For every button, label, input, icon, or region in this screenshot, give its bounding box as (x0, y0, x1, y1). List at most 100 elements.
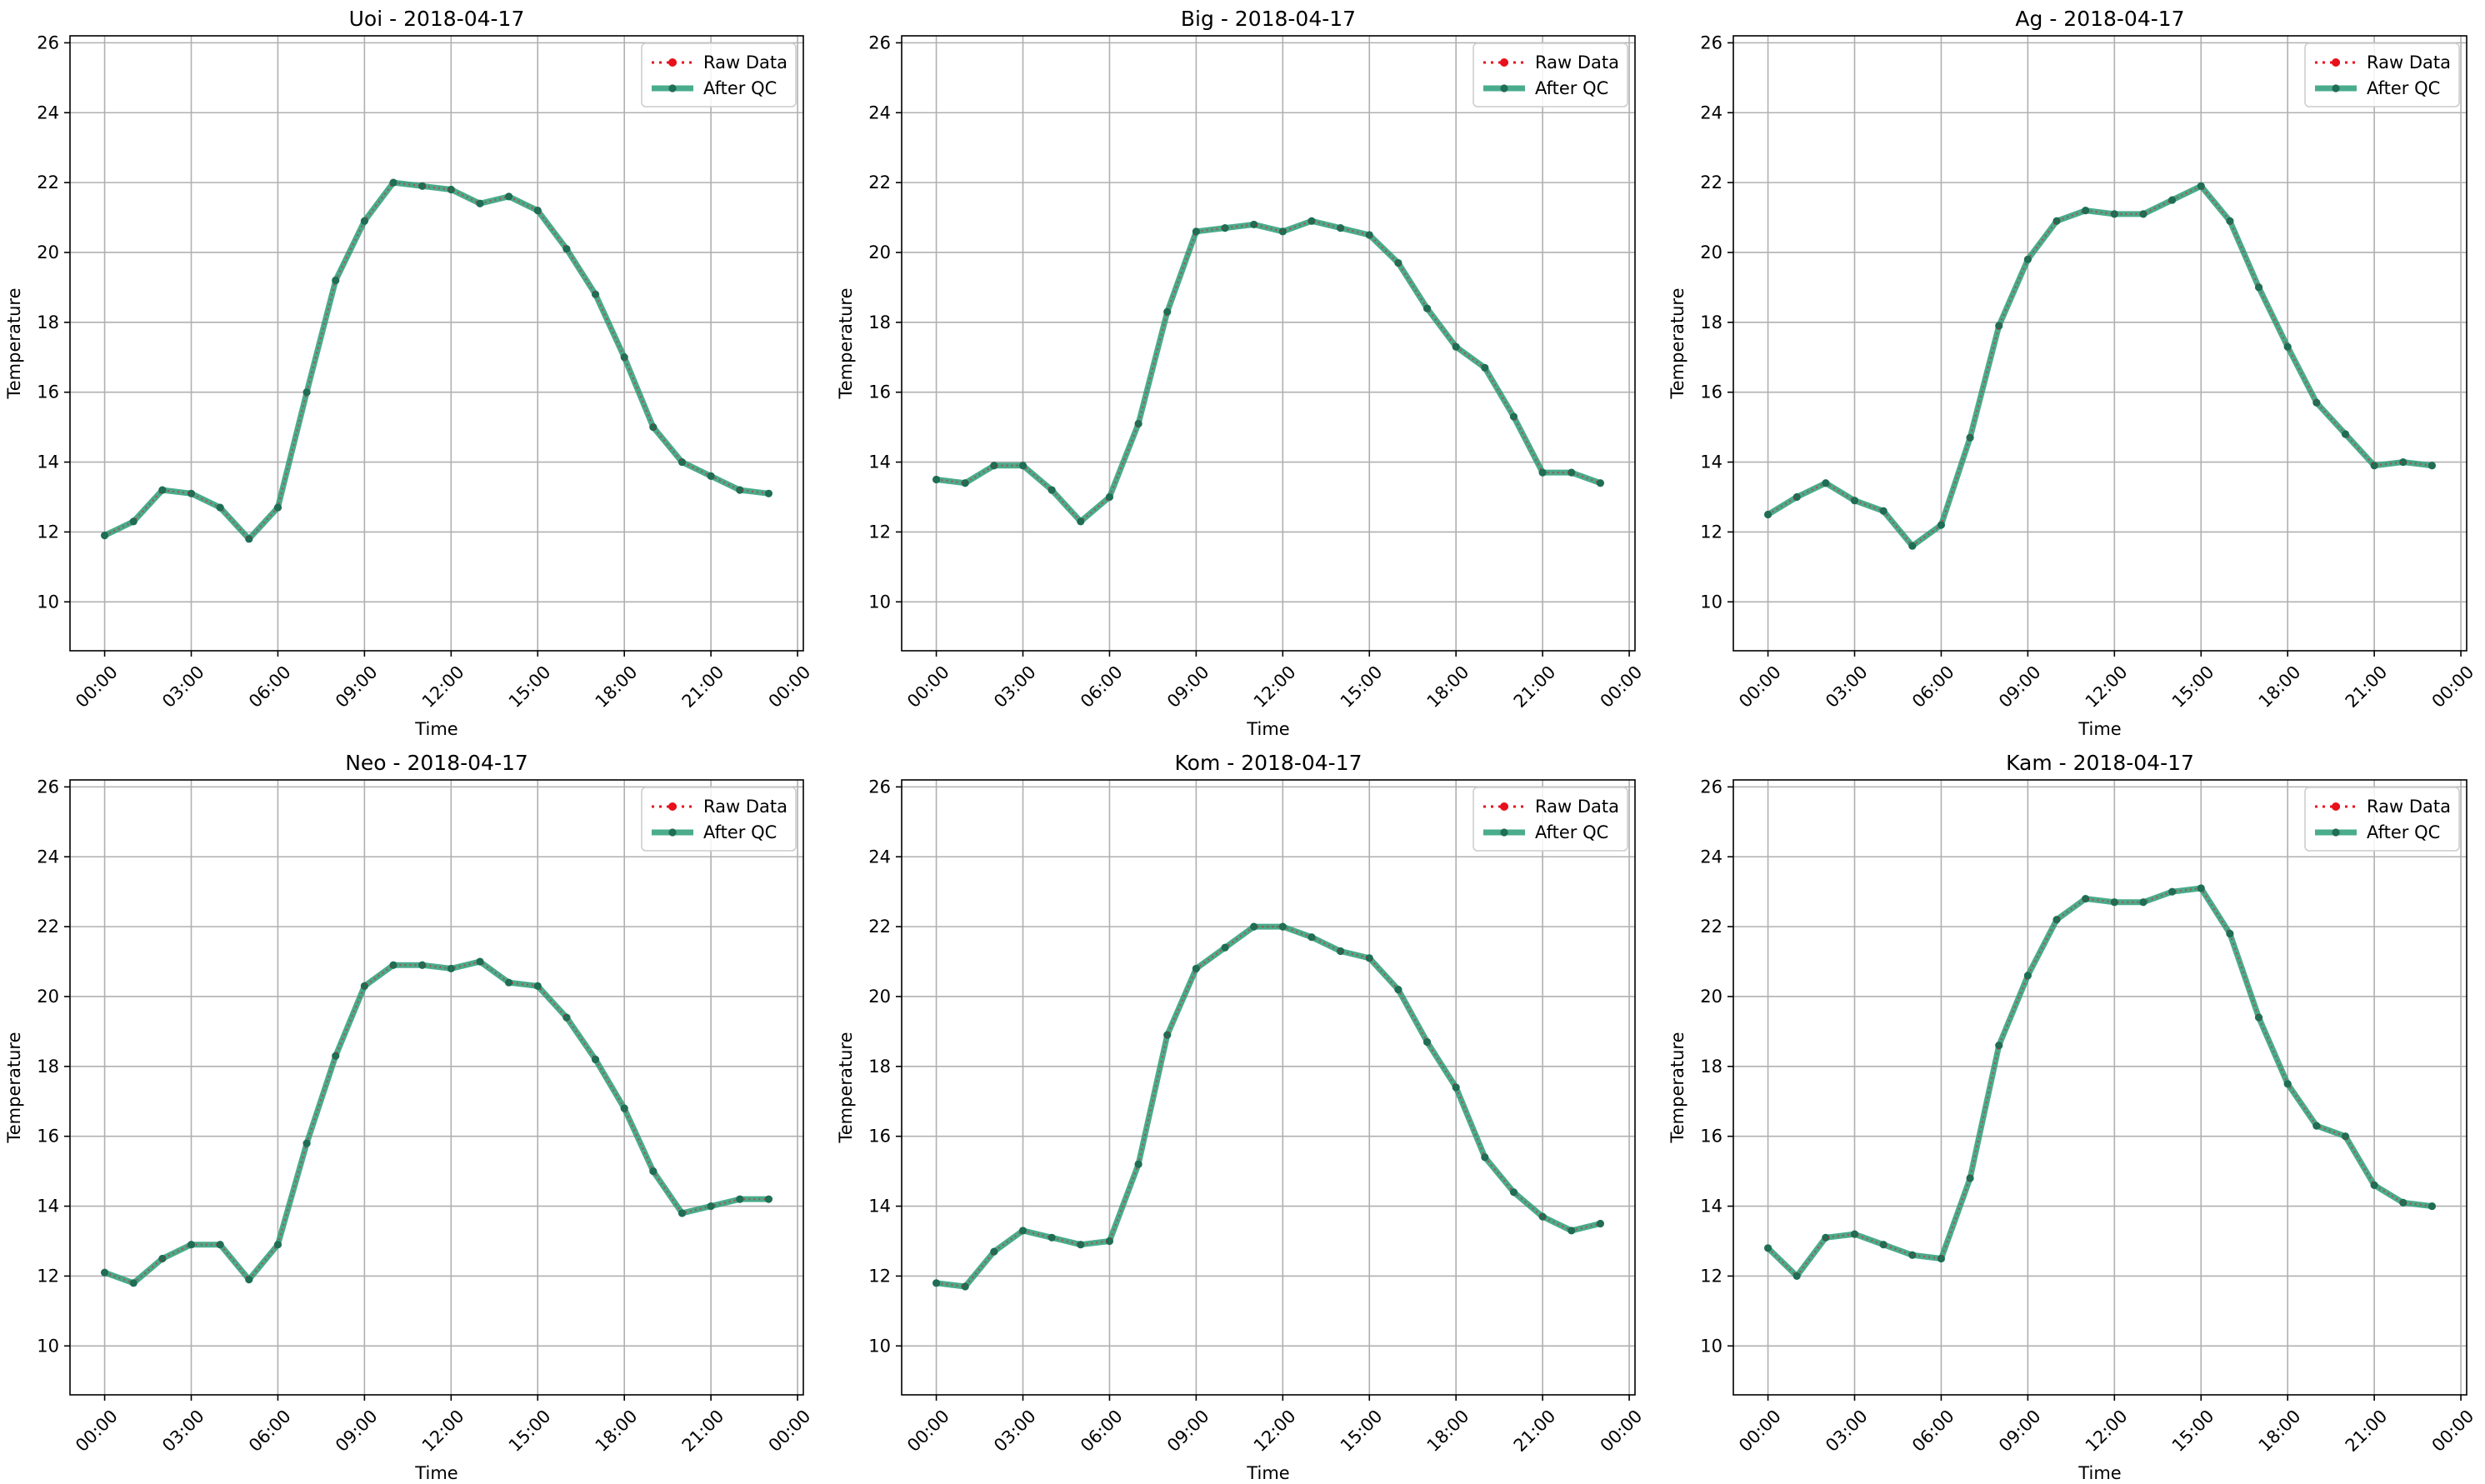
legend-after-qc-marker (668, 84, 677, 92)
point-raw-data (2257, 285, 2261, 290)
x-tick-label: 09:00 (332, 662, 382, 712)
x-axis-label: Time (414, 1463, 458, 1483)
x-axis-label: Time (414, 719, 458, 739)
y-tick-label: 20 (37, 242, 59, 262)
point-raw-data (1598, 481, 1602, 486)
point-raw-data (1881, 508, 1886, 513)
y-tick-label: 14 (868, 1197, 891, 1217)
point-raw-data (1367, 956, 1372, 961)
point-raw-data (2285, 344, 2290, 349)
point-raw-data (1939, 522, 1943, 527)
y-tick-label: 14 (37, 452, 59, 472)
point-raw-data (1453, 344, 1458, 349)
y-tick-label: 26 (1700, 32, 1722, 52)
point-raw-data (1968, 1176, 1972, 1181)
point-raw-data (478, 201, 482, 206)
point-raw-data (1280, 229, 1285, 234)
axes-frame (69, 779, 804, 1396)
point-raw-data (1766, 1246, 1770, 1251)
point-raw-data (507, 194, 512, 199)
y-tick-label: 22 (1700, 172, 1722, 192)
y-tick-label: 10 (868, 1336, 891, 1356)
chart-title: Uoi - 2018-04-17 (349, 7, 525, 31)
point-raw-data (593, 292, 598, 297)
y-tick-label: 24 (37, 102, 59, 122)
point-raw-data (333, 1053, 338, 1058)
point-raw-data (333, 278, 338, 282)
point-raw-data (2054, 218, 2059, 223)
point-raw-data (2343, 1134, 2348, 1139)
chart-title: Kam - 2018-04-17 (2006, 751, 2194, 775)
point-raw-data (276, 1242, 280, 1247)
x-tick-label: 00:00 (1735, 662, 1785, 712)
point-raw-data (1823, 1235, 1828, 1240)
point-raw-data (448, 967, 453, 971)
y-tick-label: 12 (1700, 1266, 1722, 1286)
point-raw-data (564, 1015, 569, 1020)
legend-raw-data-marker (668, 58, 677, 67)
subplot-1: 10 12 14 16 18 20 22 24 26 00:00 03:00 06:00 09:00 12… (4, 7, 814, 739)
y-tick-label: 20 (868, 987, 891, 1007)
legend: Raw Data After QC (1472, 42, 1628, 107)
legend-raw-data-label: Raw Data (1535, 52, 1619, 72)
legend-raw-data-marker (2332, 58, 2340, 67)
y-tick-label: 22 (868, 917, 891, 937)
point-raw-data (2314, 1123, 2319, 1128)
point-raw-data (391, 962, 396, 967)
point-raw-data (2083, 208, 2088, 213)
point-raw-data (1512, 1190, 1516, 1195)
point-raw-data (448, 187, 453, 192)
x-tick-label: 03:00 (1822, 662, 1872, 712)
point-raw-data (1939, 1257, 1943, 1261)
point-raw-data (2401, 1200, 2406, 1205)
series-line-raw-data (1767, 887, 2432, 1278)
point-raw-data (1997, 323, 2002, 328)
legend-after-qc-marker (1500, 828, 1508, 837)
point-raw-data (1823, 481, 1828, 486)
subplot-5: 10 12 14 16 18 20 22 24 26 00:00 03:00 06:00 09:00 12… (836, 751, 1646, 1483)
point-raw-data (1425, 1040, 1429, 1044)
x-tick-label: 09:00 (1163, 662, 1213, 712)
chart-title: Neo - 2018-04-17 (345, 751, 528, 775)
series-line-after-qc (1765, 885, 2435, 1279)
legend-raw-data-marker (1500, 802, 1508, 811)
point-raw-data (1569, 1228, 1574, 1233)
chart-title: Ag - 2018-04-17 (2015, 7, 2184, 31)
legend-after-qc-label: After QC (2367, 822, 2440, 842)
legend-after-qc-label: After QC (1535, 822, 1608, 842)
legend-raw-data-marker (1500, 58, 1508, 67)
x-tick-label: 06:00 (1908, 662, 1958, 712)
x-tick-label: 09:00 (1995, 662, 2045, 712)
y-tick-label: 26 (37, 777, 59, 797)
axes-frame (69, 35, 804, 652)
point-raw-data (1280, 924, 1285, 929)
legend: Raw Data After QC (2304, 42, 2460, 107)
y-tick-label: 10 (1700, 1336, 1722, 1356)
point-raw-data (1309, 935, 1314, 940)
y-tick-label: 20 (868, 242, 891, 262)
x-tick-label: 15:00 (2168, 662, 2218, 712)
point-raw-data (478, 959, 482, 964)
legend-raw-data-label: Raw Data (2367, 52, 2451, 72)
x-tick-label: 18:00 (592, 662, 642, 712)
legend-after-qc-marker (668, 828, 677, 837)
x-tick-label: 00:00 (1597, 1406, 1647, 1456)
x-tick-label: 06:00 (1077, 1406, 1127, 1456)
point-raw-data (1021, 463, 1025, 468)
legend-after-qc-marker (2332, 828, 2340, 837)
point-raw-data (2083, 897, 2088, 901)
point-raw-data (1165, 309, 1170, 314)
point-raw-data (420, 183, 425, 188)
x-tick-label: 18:00 (2255, 1406, 2305, 1456)
point-raw-data (2112, 212, 2117, 217)
y-tick-label: 18 (37, 312, 59, 332)
y-tick-label: 20 (37, 987, 59, 1007)
x-tick-label: 09:00 (1163, 1406, 1213, 1456)
point-raw-data (362, 218, 367, 223)
series-line-raw-data (104, 181, 769, 541)
point-raw-data (1852, 1232, 1857, 1237)
y-tick-label: 26 (868, 777, 891, 797)
legend: Raw Data After QC (1472, 787, 1628, 852)
point-raw-data (593, 1057, 598, 1062)
point-raw-data (2401, 460, 2406, 464)
